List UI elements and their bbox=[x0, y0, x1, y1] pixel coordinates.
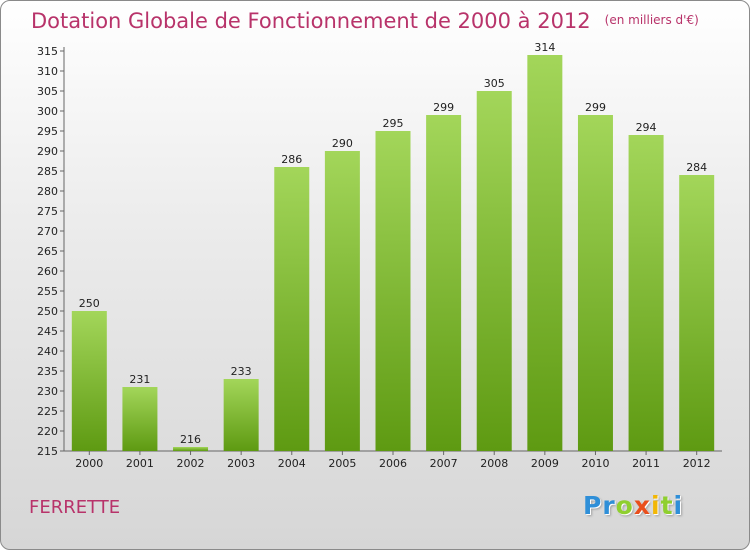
x-tick-label: 2005 bbox=[328, 457, 356, 470]
x-tick-label: 2009 bbox=[531, 457, 559, 470]
y-tick-label: 240 bbox=[37, 345, 58, 358]
logo-letter: i bbox=[673, 491, 684, 520]
bar-2012 bbox=[679, 175, 715, 451]
proxiti-logo[interactable]: Proxiti bbox=[583, 491, 683, 520]
x-tick-label: 2000 bbox=[75, 457, 103, 470]
x-tick-label: 2008 bbox=[480, 457, 508, 470]
y-tick-label: 315 bbox=[37, 45, 58, 58]
y-tick-label: 275 bbox=[37, 205, 58, 218]
y-tick-label: 235 bbox=[37, 365, 58, 378]
data-label-2012: 284 bbox=[686, 161, 707, 174]
y-tick-label: 270 bbox=[37, 225, 58, 238]
logo-letter: x bbox=[633, 491, 651, 520]
chart-title-text: Dotation Globale de Fonctionnement de 20… bbox=[31, 9, 591, 33]
bar-2008 bbox=[476, 91, 512, 451]
x-tick-label: 2001 bbox=[126, 457, 154, 470]
commune-name: FERRETTE bbox=[29, 497, 121, 518]
logo-letter: r bbox=[602, 491, 616, 520]
data-label-2011: 294 bbox=[636, 121, 657, 134]
x-tick-label: 2006 bbox=[379, 457, 407, 470]
y-tick-label: 220 bbox=[37, 425, 58, 438]
y-tick-label: 310 bbox=[37, 65, 58, 78]
data-label-2010: 299 bbox=[585, 101, 606, 114]
y-tick-label: 225 bbox=[37, 405, 58, 418]
x-tick-label: 2002 bbox=[177, 457, 205, 470]
y-tick-label: 260 bbox=[37, 265, 58, 278]
y-tick-label: 295 bbox=[37, 125, 58, 138]
bar-2000 bbox=[71, 311, 107, 451]
chart-title: Dotation Globale de Fonctionnement de 20… bbox=[31, 9, 699, 33]
logo-letter: t bbox=[660, 491, 674, 520]
x-tick-label: 2011 bbox=[632, 457, 660, 470]
y-tick-label: 255 bbox=[37, 285, 58, 298]
data-label-2005: 290 bbox=[332, 137, 353, 150]
x-tick-label: 2010 bbox=[581, 457, 609, 470]
bar-2007 bbox=[426, 115, 462, 451]
bar-2002 bbox=[173, 447, 209, 451]
data-label-2009: 314 bbox=[534, 41, 555, 54]
data-label-2000: 250 bbox=[79, 297, 100, 310]
data-label-2006: 295 bbox=[383, 117, 404, 130]
bar-2006 bbox=[375, 131, 411, 451]
bar-2003 bbox=[223, 379, 259, 451]
bar-2004 bbox=[274, 167, 310, 451]
data-label-2007: 299 bbox=[433, 101, 454, 114]
bar-2010 bbox=[577, 115, 613, 451]
data-label-2001: 231 bbox=[129, 373, 150, 386]
y-tick-label: 300 bbox=[37, 105, 58, 118]
y-tick-label: 280 bbox=[37, 185, 58, 198]
y-tick-label: 250 bbox=[37, 305, 58, 318]
logo-letter: o bbox=[615, 491, 634, 520]
logo-letter: P bbox=[583, 491, 603, 520]
x-tick-label: 2007 bbox=[430, 457, 458, 470]
x-tick-label: 2012 bbox=[683, 457, 711, 470]
data-label-2003: 233 bbox=[231, 365, 252, 378]
y-tick-label: 245 bbox=[37, 325, 58, 338]
bar-2011 bbox=[628, 135, 664, 451]
bar-2001 bbox=[122, 387, 158, 451]
bar-2009 bbox=[527, 55, 563, 451]
data-label-2002: 216 bbox=[180, 433, 201, 446]
data-label-2008: 305 bbox=[484, 77, 505, 90]
bar-2005 bbox=[324, 151, 360, 451]
data-label-2004: 286 bbox=[281, 153, 302, 166]
y-tick-label: 285 bbox=[37, 165, 58, 178]
x-tick-label: 2003 bbox=[227, 457, 255, 470]
x-tick-label: 2004 bbox=[278, 457, 306, 470]
y-tick-label: 215 bbox=[37, 445, 58, 458]
logo-letter: i bbox=[651, 491, 661, 520]
y-tick-label: 230 bbox=[37, 385, 58, 398]
y-tick-label: 265 bbox=[37, 245, 58, 258]
y-tick-label: 290 bbox=[37, 145, 58, 158]
y-tick-label: 305 bbox=[37, 85, 58, 98]
chart-unit: (en milliers d'€) bbox=[604, 13, 699, 27]
